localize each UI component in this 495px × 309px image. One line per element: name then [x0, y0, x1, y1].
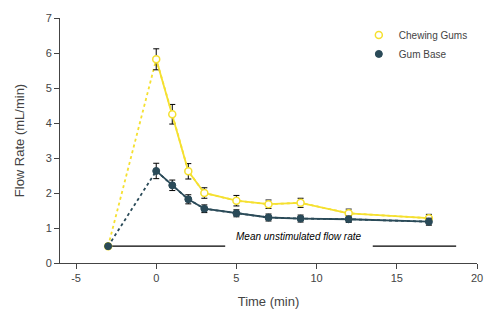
svg-text:Gum Base: Gum Base [399, 49, 447, 60]
svg-text:5: 5 [46, 82, 52, 94]
svg-text:3: 3 [46, 152, 52, 164]
svg-text:1: 1 [46, 222, 52, 234]
svg-text:15: 15 [391, 272, 403, 284]
svg-text:0: 0 [46, 257, 52, 269]
svg-text:Chewing Gums: Chewing Gums [399, 30, 467, 41]
svg-text:0: 0 [153, 272, 159, 284]
svg-text:2: 2 [46, 187, 52, 199]
svg-text:Mean unstimulated flow rate: Mean unstimulated flow rate [236, 231, 362, 242]
svg-text:6: 6 [46, 47, 52, 59]
svg-text:Time (min): Time (min) [238, 294, 300, 309]
svg-text:4: 4 [46, 117, 52, 129]
svg-text:Flow Rate (mL/min): Flow Rate (mL/min) [12, 84, 27, 197]
svg-text:5: 5 [233, 272, 239, 284]
svg-text:-5: -5 [71, 272, 81, 284]
svg-text:10: 10 [310, 272, 322, 284]
svg-text:7: 7 [46, 12, 52, 24]
svg-text:20: 20 [471, 272, 483, 284]
